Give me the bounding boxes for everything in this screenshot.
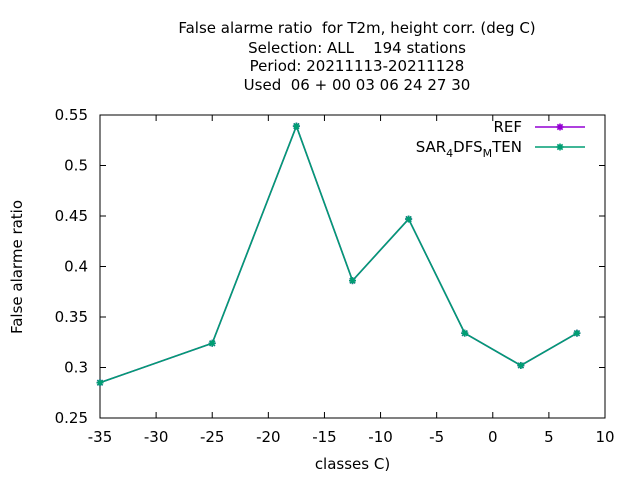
- x-tick-label: -5: [429, 428, 444, 446]
- y-tick-label: 0.55: [55, 106, 88, 124]
- x-tick-label: 10: [595, 428, 614, 446]
- title-line-4: Used 06 + 00 03 06 24 27 30: [243, 76, 471, 94]
- data-point: [292, 122, 300, 130]
- legend-marker-1: [556, 143, 564, 151]
- y-tick-label: 0.25: [55, 409, 88, 427]
- x-tick-label: 0: [488, 428, 498, 446]
- plot-frame: [99, 114, 606, 419]
- x-tick-label: -35: [88, 428, 113, 446]
- y-tick-label: 0.3: [64, 359, 88, 377]
- x-axis-label: classes C): [314, 455, 391, 473]
- data-point: [96, 379, 104, 387]
- y-tick-label: 0.5: [64, 157, 88, 175]
- y-tick-label: 0.4: [64, 258, 88, 276]
- x-tick-label: -25: [200, 428, 225, 446]
- data-point: [517, 361, 525, 369]
- data-point: [349, 277, 356, 285]
- title-line-2: Selection: ALL 194 stations: [248, 39, 466, 57]
- data-point: [461, 329, 469, 337]
- data-point: [573, 329, 581, 337]
- legend-marker-0: [556, 123, 564, 131]
- data-point: [405, 215, 413, 223]
- x-tick-label: -15: [312, 428, 337, 446]
- legend-label-1: SAR4DFSMTEN: [416, 138, 522, 160]
- title-line-3: Period: 20211113-20211128: [249, 57, 465, 75]
- series-line-1: [99, 123, 578, 384]
- x-tick-label: -20: [256, 428, 281, 446]
- legend-label-0: REF: [493, 118, 522, 136]
- x-tick-label: -30: [144, 428, 169, 446]
- x-tick-label: 5: [544, 428, 554, 446]
- y-tick-label: 0.35: [55, 308, 88, 326]
- data-point: [208, 339, 216, 347]
- series-line-0: [99, 123, 578, 384]
- x-tick-label: -10: [368, 428, 393, 446]
- title-line-1: False alarme ratio for T2m, height corr.…: [178, 19, 536, 37]
- y-tick-label: 0.45: [55, 207, 88, 225]
